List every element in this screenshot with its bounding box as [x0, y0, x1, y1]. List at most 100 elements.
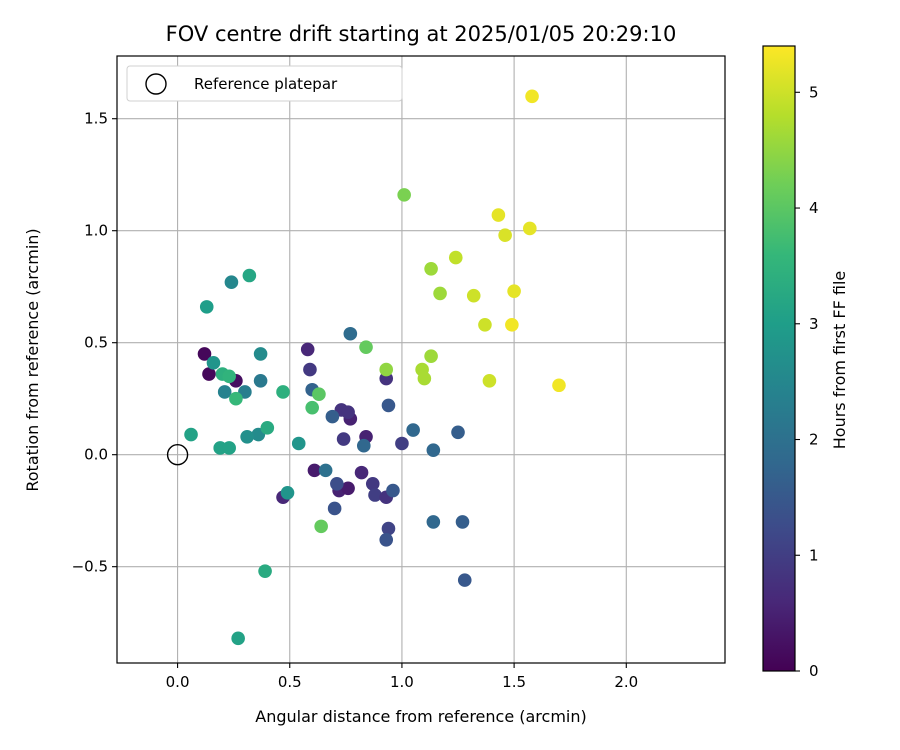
- scatter-point: [206, 356, 221, 370]
- reference-platepar-marker: [166, 443, 189, 466]
- scatter-point: [354, 465, 369, 480]
- scatter-point: [343, 326, 358, 341]
- scatter-point: [202, 367, 216, 381]
- scatter-point: [291, 436, 306, 451]
- y-tick-label: 1.5: [84, 110, 108, 128]
- scatter-point: [395, 436, 409, 451]
- scatter-point: [307, 463, 322, 478]
- scatter-point: [424, 261, 438, 276]
- x-tick-label: 2.0: [614, 673, 638, 691]
- scatter-point: [318, 463, 333, 478]
- scatter-point: [341, 405, 355, 419]
- scatter-point: [505, 317, 519, 332]
- scatter-point: [359, 340, 373, 354]
- scatter-point: [491, 208, 506, 222]
- scatter-point: [386, 483, 400, 498]
- x-tick-label: 0.5: [278, 673, 302, 691]
- y-tick-label: 1.0: [84, 222, 108, 240]
- scatter-point: [523, 221, 537, 236]
- scatter-point: [356, 438, 371, 453]
- x-tick-label: 0.0: [166, 673, 190, 691]
- scatter-point: [222, 441, 236, 455]
- scatter-point: [197, 347, 212, 361]
- scatter-point: [455, 515, 470, 529]
- scatter-point: [199, 300, 214, 314]
- scatter-point: [379, 533, 394, 547]
- scatter-point: [184, 427, 198, 442]
- colorbar-tick-label: 2: [809, 431, 819, 449]
- x-tick-label: 1.0: [390, 673, 414, 691]
- y-tick-label: 0.5: [84, 334, 108, 352]
- scatter-point: [498, 228, 512, 242]
- colorbar-tick-label: 4: [809, 199, 819, 217]
- chart-title: FOV centre drift starting at 2025/01/05 …: [166, 22, 677, 46]
- scatter-point: [330, 477, 344, 491]
- scatter-point: [482, 373, 497, 388]
- scatter-point: [280, 485, 295, 500]
- scatter-point: [466, 288, 481, 303]
- scatter-point: [258, 564, 272, 578]
- scatter-point: [229, 391, 243, 406]
- scatter-point: [433, 286, 447, 301]
- colorbar-tick-label: 0: [809, 662, 819, 680]
- scatter-point: [341, 481, 355, 496]
- scatter-point: [260, 421, 275, 435]
- y-axis-label: Rotation from reference (arcmin): [23, 228, 42, 491]
- legend: Reference platepar: [126, 65, 403, 102]
- data-points: [184, 89, 566, 646]
- scatter-point: [325, 409, 340, 424]
- scatter-point: [448, 250, 463, 265]
- colorbar-ticks: 0 1 2 3 4 5: [795, 83, 819, 680]
- y-tick-label: −0.5: [72, 558, 108, 576]
- scatter-point: [327, 501, 342, 516]
- scatter-point: [222, 369, 236, 384]
- scatter-point: [417, 371, 432, 386]
- scatter-point: [217, 385, 232, 399]
- scatter-point: [242, 268, 257, 283]
- scatter-point: [336, 432, 351, 446]
- x-tick-label: 1.5: [502, 673, 526, 691]
- scatter-point: [305, 400, 319, 415]
- scatter-point: [231, 631, 245, 646]
- scatter-point: [314, 519, 328, 534]
- x-axis-label: Angular distance from reference (arcmin): [255, 707, 586, 726]
- scatter-point: [451, 425, 465, 440]
- colorbar-label: Hours from first FF file: [830, 271, 849, 450]
- scatter-point: [552, 378, 566, 393]
- scatter-point: [365, 477, 380, 491]
- scatter-point: [300, 342, 315, 357]
- legend-entry-reference-platepar: Reference platepar: [194, 75, 338, 93]
- scatter-point: [303, 362, 317, 377]
- scatter-point: [253, 373, 268, 388]
- scatter-point: [381, 521, 396, 536]
- scatter-point: [240, 429, 254, 444]
- scatter-point: [224, 275, 239, 290]
- scatter-point: [507, 284, 521, 298]
- scatter-point: [426, 515, 441, 529]
- scatter-point: [312, 387, 326, 402]
- scatter-point: [379, 362, 394, 377]
- scatter-point: [457, 573, 472, 587]
- scatter-point: [368, 488, 382, 502]
- scatter-point: [276, 385, 290, 399]
- scatter-point: [253, 347, 268, 361]
- y-tick-label: 0.0: [84, 446, 108, 464]
- scatter-point: [478, 317, 492, 332]
- colorbar-tick-label: 3: [809, 315, 819, 333]
- y-axis-ticks: −0.5 0.0 0.5 1.0 1.5: [72, 110, 117, 576]
- grid-lines: [117, 56, 725, 663]
- plot-frame: [116, 55, 726, 664]
- colorbar-tick-label: 5: [809, 83, 819, 101]
- legend-box: [126, 65, 403, 102]
- x-axis-ticks: 0.0 0.5 1.0 1.5 2.0: [166, 663, 638, 691]
- scatter-point: [424, 349, 438, 363]
- scatter-point: [381, 398, 396, 413]
- scatter-point: [406, 423, 420, 437]
- scatter-point: [426, 443, 441, 458]
- colorbar: 0 1 2 3 4 5 Hours from first FF file: [762, 45, 849, 680]
- scatter-point: [397, 188, 411, 202]
- colorbar-gradient: [762, 45, 796, 672]
- legend-marker-icon: [145, 73, 167, 95]
- scatter-point: [525, 89, 539, 104]
